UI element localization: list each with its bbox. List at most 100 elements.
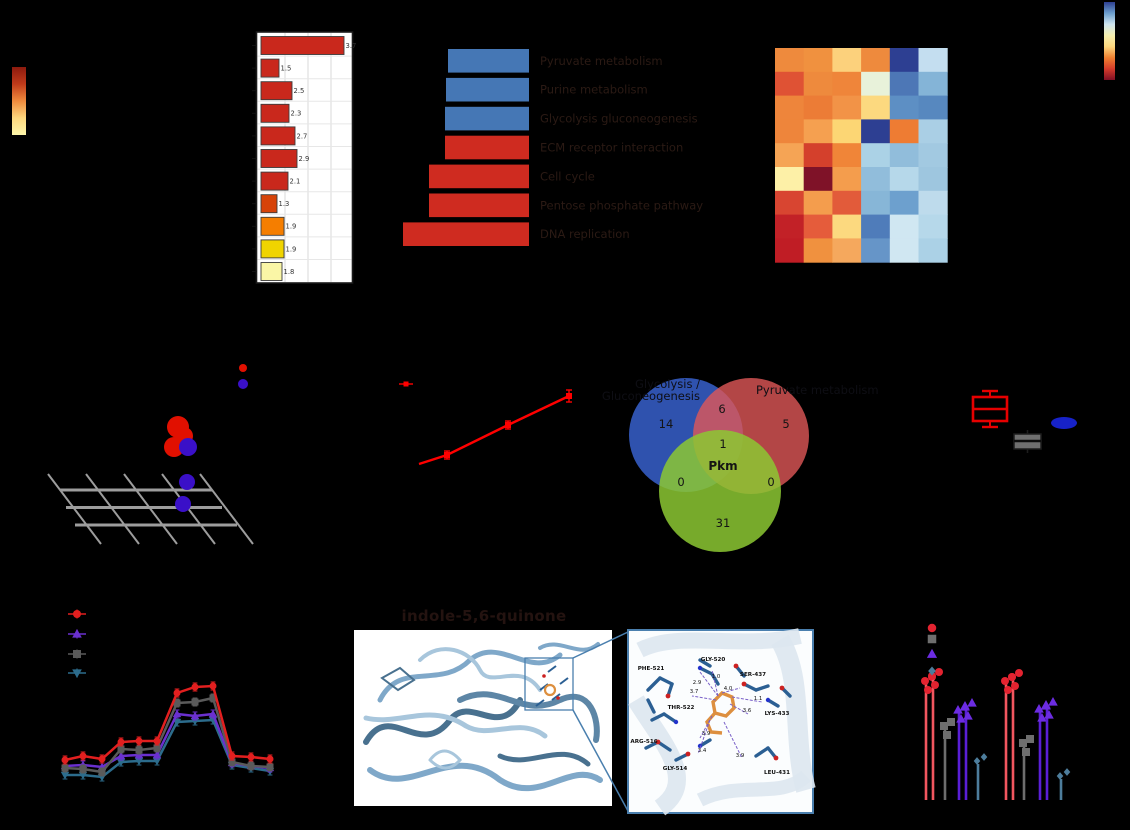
venn-count: 1 xyxy=(719,437,726,451)
legend-marker xyxy=(928,666,936,676)
grid-line-diag xyxy=(199,473,254,545)
panel-venn: Glycolysis /Gluconeogenesis Pyruvate meta… xyxy=(602,377,879,552)
pathway-bar xyxy=(429,193,529,218)
ribbon xyxy=(418,647,542,692)
heatmap-cell xyxy=(832,119,862,144)
heatmap-cell xyxy=(889,48,919,73)
bar xyxy=(260,126,296,146)
series-marker xyxy=(152,757,162,766)
heatmap-cell xyxy=(775,95,805,120)
series-marker xyxy=(190,711,200,720)
stem-marker xyxy=(1048,697,1058,706)
distance-label: 2.9 xyxy=(693,680,702,686)
heatmap-cell xyxy=(775,167,805,192)
bar-value: 1.9 xyxy=(286,223,297,231)
hbond-line xyxy=(699,715,713,739)
heatmap-cell xyxy=(918,214,948,239)
ligand-ring-small xyxy=(543,683,557,697)
bar xyxy=(260,239,285,259)
residue-label: ARG-516 xyxy=(630,739,657,745)
active-site-stick xyxy=(551,693,561,701)
series-marker xyxy=(98,768,106,776)
atom-o xyxy=(556,696,560,700)
series-marker xyxy=(209,694,217,702)
bar-value: 1.3 xyxy=(279,200,290,208)
heatmap-cell xyxy=(832,214,862,239)
stem-marker xyxy=(960,702,970,711)
series-marker xyxy=(266,755,274,763)
residue-stick xyxy=(656,740,672,752)
hbond-line xyxy=(699,671,719,697)
atom-n xyxy=(697,743,703,749)
stem-marker xyxy=(1037,713,1047,722)
bar-value: 2.7 xyxy=(297,132,308,140)
grid-line-diag xyxy=(123,473,178,545)
stem-marker xyxy=(947,718,955,726)
series-marker xyxy=(117,738,125,746)
stem-marker xyxy=(1011,682,1019,690)
residue-stick xyxy=(698,658,712,668)
pathway-bar xyxy=(445,106,529,131)
heatmap-cell xyxy=(861,238,891,263)
atom-o xyxy=(779,685,785,691)
venn-count: 0 xyxy=(767,475,774,489)
venn-count: 6 xyxy=(718,402,725,416)
ribbon xyxy=(497,751,591,767)
distance-label: 3.7 xyxy=(690,689,699,695)
bar-value: 2.5 xyxy=(294,87,305,95)
distance-label: 1.0 xyxy=(712,674,721,680)
ribbon xyxy=(380,666,416,692)
scatter-point xyxy=(179,438,197,456)
series-marker xyxy=(191,698,199,706)
stem-marker xyxy=(980,753,988,761)
distance-label: 3.9 xyxy=(736,753,745,759)
series-marker xyxy=(61,764,69,772)
bar xyxy=(260,103,290,123)
bar-value: 2.9 xyxy=(299,155,310,163)
series-marker xyxy=(228,752,236,760)
heatmap-cell xyxy=(861,71,891,97)
atom-n xyxy=(765,697,771,703)
stem-marker xyxy=(973,757,981,765)
heatmap-cell xyxy=(803,95,833,120)
stem-marker xyxy=(1063,768,1071,776)
series-marker xyxy=(60,771,70,780)
ribbon xyxy=(367,762,603,792)
series-marker xyxy=(61,756,69,764)
series-marker xyxy=(116,758,126,767)
atom-o xyxy=(655,739,661,745)
ribbon xyxy=(457,691,600,743)
stem-marker xyxy=(953,705,963,714)
heatmap-cell xyxy=(832,190,862,216)
series-marker xyxy=(172,709,182,718)
pale-ribbon xyxy=(696,770,811,807)
stem-marker xyxy=(1026,735,1034,743)
ribbon xyxy=(428,749,463,770)
legend-dot xyxy=(238,379,248,389)
residue-label: THR-522 xyxy=(668,705,695,711)
pathway-label: Pyruvate metabolism xyxy=(540,54,663,68)
series-marker xyxy=(173,699,181,707)
atom-o xyxy=(773,755,779,761)
venn-count: 5 xyxy=(782,417,789,431)
series-marker xyxy=(191,683,199,691)
bar xyxy=(260,36,345,55)
stem-marker xyxy=(1019,739,1027,747)
atom-n xyxy=(673,719,679,725)
legend-marker xyxy=(72,669,82,678)
heatmap-cell xyxy=(918,95,948,120)
residue-stick xyxy=(646,698,656,714)
distance-label: 3.9 xyxy=(702,731,711,737)
heatmap-cell xyxy=(861,190,891,216)
heatmap-cell xyxy=(918,238,948,263)
residue-label: GLY-520 xyxy=(701,657,726,663)
residue-stick xyxy=(754,684,770,692)
heatmap-cell xyxy=(889,119,919,144)
pathway-bar xyxy=(448,49,529,73)
residue-label: PHE-521 xyxy=(638,666,665,672)
panel-boxplots xyxy=(971,389,1077,453)
series-marker xyxy=(208,709,218,718)
hbond-line xyxy=(691,695,717,701)
residue-stick xyxy=(662,712,678,724)
